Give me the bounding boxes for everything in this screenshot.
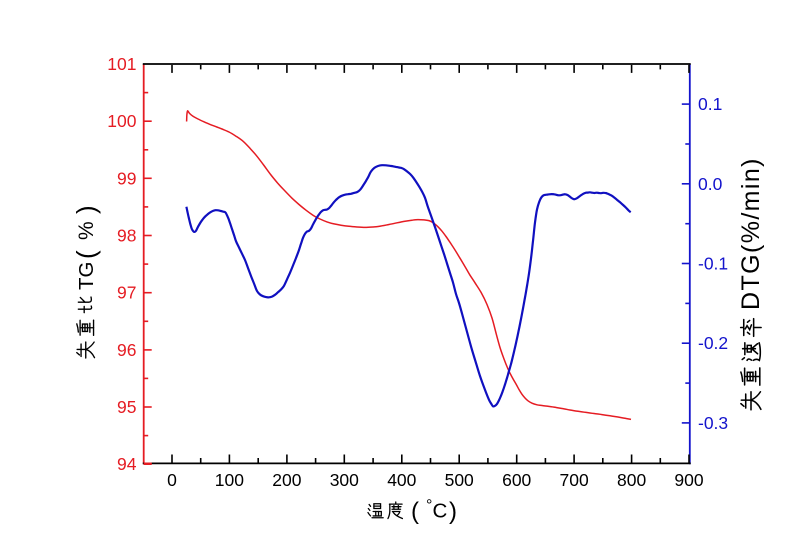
svg-text:(: ( — [71, 250, 101, 259]
svg-text:400: 400 — [387, 470, 416, 490]
svg-text:-0.3: -0.3 — [698, 413, 728, 433]
svg-text:(: ( — [411, 498, 419, 525]
svg-text:94: 94 — [117, 454, 137, 474]
svg-text:200: 200 — [272, 470, 301, 490]
svg-text:DTG(%/min): DTG(%/min) — [737, 157, 765, 310]
svg-text:TG: TG — [75, 262, 98, 290]
svg-text:300: 300 — [330, 470, 359, 490]
svg-text:95: 95 — [117, 397, 136, 417]
svg-text:98: 98 — [117, 226, 136, 246]
svg-text:101: 101 — [107, 54, 136, 74]
svg-text:0: 0 — [167, 470, 177, 490]
svg-text:-0.2: -0.2 — [698, 333, 728, 353]
svg-text:99: 99 — [117, 168, 136, 188]
svg-text:100: 100 — [107, 111, 136, 131]
svg-text:C: C — [433, 500, 448, 523]
svg-text:96: 96 — [117, 340, 136, 360]
svg-text:): ) — [449, 498, 457, 525]
svg-text:900: 900 — [674, 470, 703, 490]
svg-text:97: 97 — [117, 283, 136, 303]
svg-text:100: 100 — [215, 470, 244, 490]
svg-text:): ) — [71, 205, 101, 214]
svg-text:700: 700 — [559, 470, 588, 490]
svg-text:0.0: 0.0 — [698, 174, 723, 194]
svg-text:500: 500 — [445, 470, 474, 490]
svg-text:°: ° — [426, 497, 432, 514]
svg-text:800: 800 — [617, 470, 646, 490]
svg-text:%: % — [75, 221, 98, 240]
svg-text:0.1: 0.1 — [698, 94, 722, 114]
svg-text:-0.1: -0.1 — [698, 254, 728, 274]
svg-text:600: 600 — [502, 470, 531, 490]
